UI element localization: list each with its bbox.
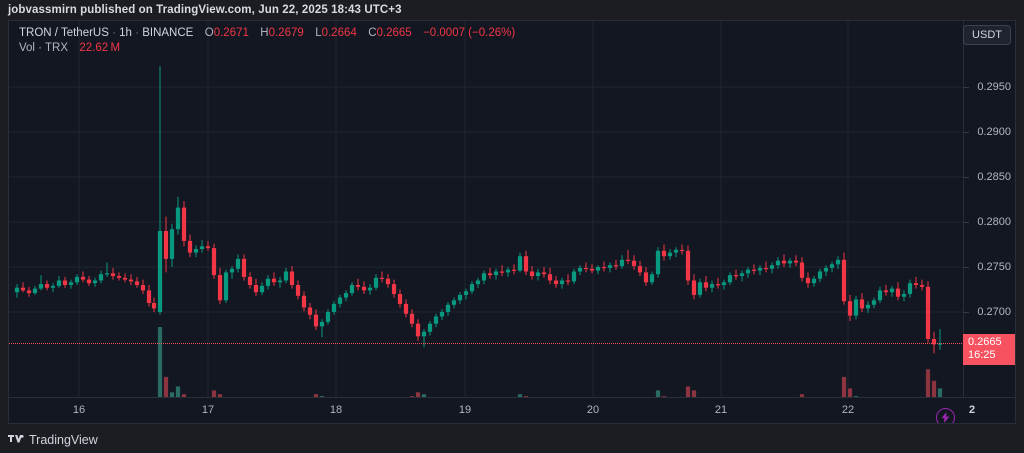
price-tick-label: 0.2800 [977, 216, 1011, 228]
time-tick-label: 22 [841, 404, 855, 416]
price-tick-label: 0.2950 [977, 81, 1011, 93]
time-axis[interactable]: 16 17 18 19 20 21 22 2 [9, 397, 1015, 423]
lightning-bolt-icon[interactable] [936, 408, 955, 423]
tradingview-logo-icon [8, 434, 24, 442]
price-tick-label: 0.2700 [977, 306, 1011, 318]
tradingview-footer-label: TradingView [29, 433, 98, 447]
price-tick-dash [964, 132, 969, 133]
time-tick-label: 21 [714, 404, 728, 416]
time-tick-label: 16 [72, 404, 86, 416]
current-price-value: 0.2665 [968, 336, 1002, 348]
price-tick-dash [964, 177, 969, 178]
publish-attribution: jobvassmirn published on TradingView.com… [8, 4, 402, 16]
time-tick-label: 18 [329, 404, 343, 416]
grid-layer [9, 21, 964, 423]
current-price-time: 16:25 [968, 349, 996, 361]
time-tick-label: 19 [458, 404, 472, 416]
time-tick-label: 2 [968, 404, 976, 416]
price-axis[interactable]: 0.2950 0.2900 0.2850 0.2800 0.2750 0.2700 0.26… [963, 21, 1015, 423]
current-price-badge[interactable]: 0.2665 16:25 [963, 334, 1015, 365]
current-price-line [9, 343, 964, 344]
chart-plot-area[interactable] [9, 21, 964, 423]
price-tick-label: 0.2900 [977, 126, 1011, 138]
time-tick-label: 17 [201, 404, 215, 416]
time-tick-label: 20 [586, 404, 600, 416]
candlestick-series [14, 66, 943, 423]
lightning-bolt-glyph [941, 412, 950, 423]
price-tick-dash [964, 222, 969, 223]
tradingview-footer: TradingView [8, 433, 98, 447]
price-tick-label: 0.2750 [977, 261, 1011, 273]
price-tick-dash [964, 312, 969, 313]
price-tick-dash [964, 267, 969, 268]
quote-unit-button[interactable]: USDT [963, 25, 1011, 45]
chart-panel[interactable]: TRON / TetherUS · 1h · BINANCE O0.2671 H… [8, 20, 1016, 424]
price-tick-dash [964, 87, 969, 88]
price-tick-label: 0.2850 [977, 171, 1011, 183]
